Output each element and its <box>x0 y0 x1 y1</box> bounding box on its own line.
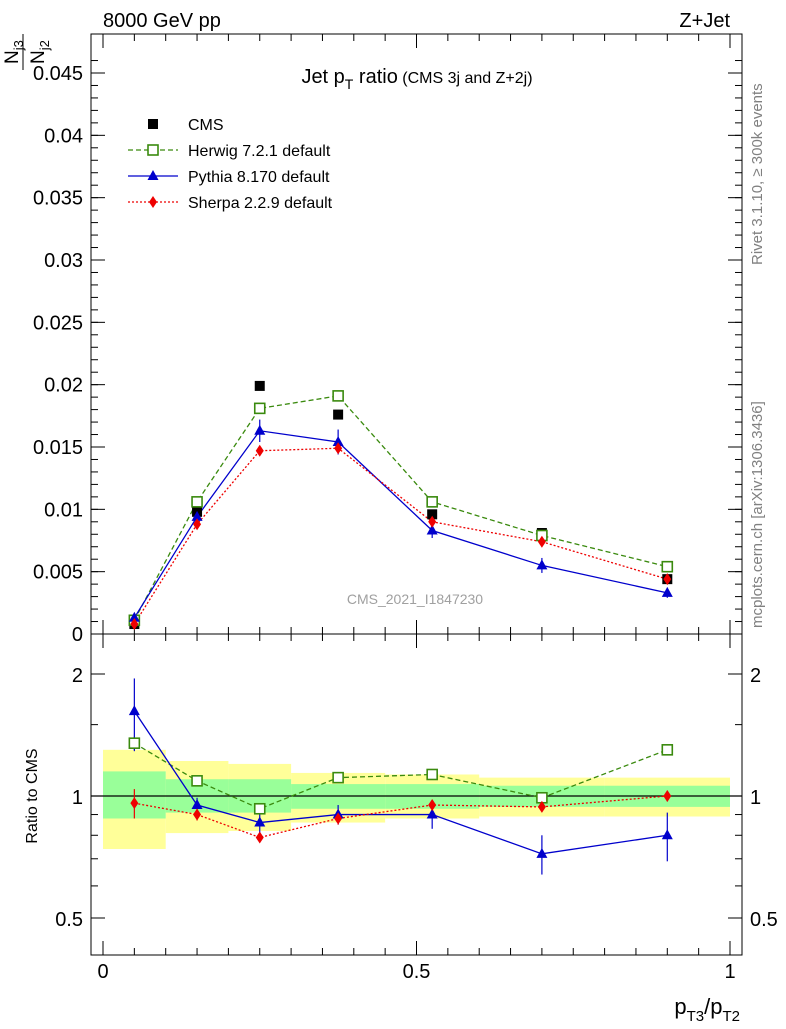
ylabel-num: N <box>2 50 23 64</box>
y-tick-label: 0.025 <box>33 312 83 334</box>
ylabel-den-sub: j2 <box>37 40 52 51</box>
series-point <box>332 390 344 402</box>
series-point <box>191 510 203 521</box>
ratio-series-point <box>334 812 343 825</box>
top-ylabel: Nj3 Nj2 <box>2 34 52 70</box>
ratio-series-point <box>661 829 673 840</box>
series-point <box>334 442 343 455</box>
series-point <box>128 611 140 622</box>
series-point <box>661 586 673 597</box>
y-tick-label: 0.045 <box>33 63 83 85</box>
y-tick-label: 0.005 <box>33 562 83 584</box>
series-point <box>130 618 139 631</box>
ratio-series-point <box>255 831 264 844</box>
ratio-y-tick-label-left: 0.5 <box>55 909 83 931</box>
ratio-series-point <box>661 744 674 756</box>
ratio-series-point <box>537 800 546 813</box>
legend-marker <box>147 170 159 180</box>
ratio-series-point <box>128 737 141 749</box>
rivet-label: Rivet 3.1.10, ≥ 300k events <box>749 83 766 265</box>
series-point <box>536 559 548 570</box>
ylabel-den: N <box>28 50 49 64</box>
legend-marker <box>149 196 157 208</box>
x-axis-label: pT3/pT2 <box>674 994 740 1024</box>
series-line <box>133 395 668 621</box>
series-point <box>332 436 344 447</box>
ratio-series-point <box>254 816 266 827</box>
data-point <box>333 409 344 420</box>
ratio-series-point <box>663 790 672 802</box>
main-title: Jet pT ratio (CMS 3j and Z+2j) <box>301 66 532 92</box>
ratio-y-tick-label-left: 2 <box>72 665 83 687</box>
ratio-series-point <box>332 771 344 784</box>
legend-label: Pythia 8.170 default <box>188 169 330 186</box>
legend: CMS Herwig 7.2.1 default Pythia 8.170 defa… <box>128 117 333 212</box>
ratio-series-point <box>193 808 202 821</box>
series-point <box>663 573 672 586</box>
y-tick-label: 0.03 <box>44 250 83 272</box>
series-point <box>254 424 266 435</box>
svg-text:Nj2: Nj2 <box>28 40 52 64</box>
legend-label: CMS <box>188 117 224 134</box>
svg-text:Nj3: Nj3 <box>2 40 26 64</box>
series-point <box>537 535 546 548</box>
ratio-y-tick-label-left: 1 <box>72 787 83 809</box>
y-tick-label: 0.01 <box>44 499 83 521</box>
data-point <box>254 380 265 391</box>
y-tick-label: 0 <box>72 624 83 646</box>
legend-label: Herwig 7.2.1 default <box>188 143 331 160</box>
ratio-panel: 0.5 0.5 1 1 2 2 0 0.5 1 <box>55 633 778 983</box>
ratio-series-point <box>426 808 438 819</box>
series-point <box>426 496 438 508</box>
ratio-ylabel: Ratio to CMS <box>24 748 41 843</box>
series-point <box>428 515 437 528</box>
y-tick-label: 0.02 <box>44 375 83 397</box>
ratio-series-point <box>253 802 266 815</box>
series-line <box>133 430 668 619</box>
x-tick-label: 1 <box>724 961 735 983</box>
x-tick-label: 0.5 <box>403 961 431 983</box>
ratio-series-point <box>130 797 139 810</box>
header-right: Z+Jet <box>679 10 730 32</box>
series-point <box>255 444 264 457</box>
main-panel: 0 0.005 0.01 0.015 0.02 0.025 0.03 0.035 0.04 0.0… <box>33 33 743 646</box>
ratio-series-point <box>191 775 203 787</box>
series-point <box>193 518 202 531</box>
ratio-y-tick-label-right: 2 <box>750 665 761 687</box>
series-point <box>191 496 203 508</box>
series-point <box>426 524 438 535</box>
analysis-watermark: CMS_2021_I1847230 <box>347 591 483 607</box>
data-point <box>427 509 438 520</box>
ylabel-num-sub: j3 <box>11 40 26 51</box>
legend-marker <box>147 144 159 156</box>
ratio-series-point <box>128 705 140 716</box>
y-tick-label: 0.035 <box>33 188 83 210</box>
y-tick-label: 0.04 <box>44 125 83 147</box>
series-point <box>661 560 674 573</box>
mcplots-label: mcplots.cern.ch [arXiv:1306.3436] <box>749 401 766 628</box>
series-point <box>253 402 266 415</box>
ratio-series-point <box>426 768 438 781</box>
ratio-y-tick-label-right: 0.5 <box>750 909 778 931</box>
x-tick-label: 0 <box>97 961 108 983</box>
header-left: 8000 GeV pp <box>103 10 221 32</box>
ratio-series-point <box>536 847 548 858</box>
legend-marker <box>148 119 158 129</box>
ratio-y-tick-label-right: 1 <box>750 787 761 809</box>
ratio-series-point <box>191 799 203 810</box>
ratio-series-point <box>428 799 437 812</box>
y-tick-label: 0.015 <box>33 437 83 459</box>
legend-label: Sherpa 2.2.9 default <box>188 195 333 212</box>
